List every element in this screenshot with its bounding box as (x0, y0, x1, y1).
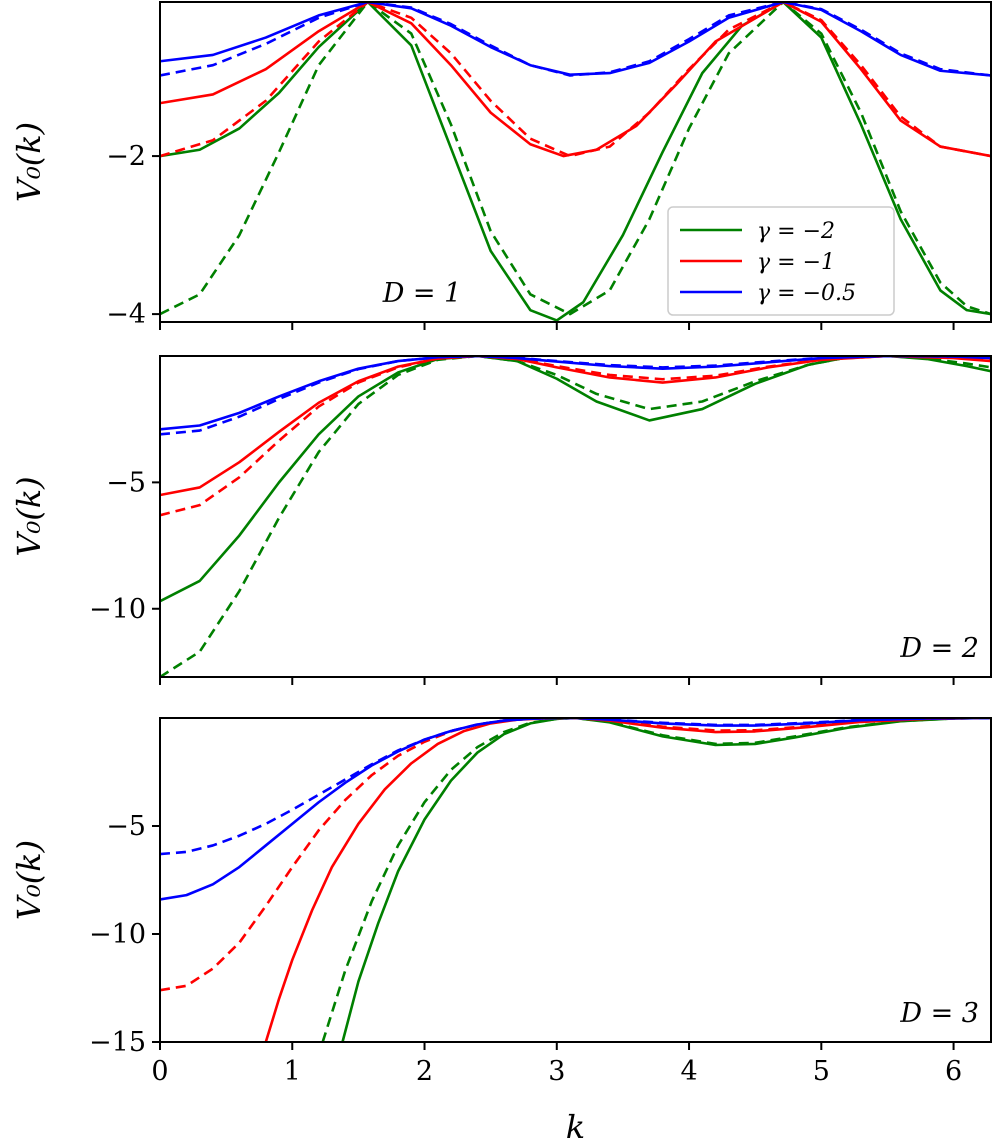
legend: γ = −2 γ = −1 γ = −0.5 (667, 206, 895, 316)
series-line-gamma-neg0.5-solid (160, 356, 991, 431)
series-line-gamma-neg2-solid (341, 718, 991, 1042)
panel-annotation: D = 1 (382, 278, 462, 309)
y-tick-label: −15 (89, 1027, 146, 1058)
series-line-gamma-neg1-dashed (160, 2, 991, 158)
y-tick-label: −5 (106, 467, 146, 498)
x-tick-label: 4 (680, 1056, 697, 1087)
panel-2: −10 −5 V₀(k) D = 2 (10, 355, 992, 685)
y-tick-label: −2 (106, 141, 146, 172)
y-axis-label: V₀(k) (10, 122, 48, 202)
plot-frame (159, 717, 992, 1043)
x-tick-label: 3 (548, 1056, 565, 1087)
legend-entry-label: γ = −0.5 (757, 281, 856, 306)
legend-box (667, 206, 895, 316)
panel-3: −15 −10 −5 0 1 2 3 4 5 6 V₀(k) k D = 3 (10, 717, 992, 1146)
legend-entry-label: γ = −2 (757, 219, 835, 244)
series-line-gamma-neg2-solid (160, 2, 991, 322)
legend-entry-label: γ = −1 (757, 250, 835, 275)
series-line-gamma-neg0.5-dashed (160, 2, 991, 77)
panel-1: −4 −2 V₀(k) D = 1 γ = −2 γ = −1 γ = −0.5 (10, 1, 992, 330)
x-tick-label: 6 (945, 1056, 962, 1087)
series-line-gamma-neg2-dashed (160, 356, 991, 677)
series-line-gamma-neg1-solid (264, 718, 991, 1042)
x-tick-label: 2 (416, 1056, 433, 1087)
y-axis-label: V₀(k) (10, 840, 48, 920)
x-tick-label: 1 (284, 1056, 301, 1087)
plot-frame (159, 355, 992, 678)
y-tick-label: −5 (106, 811, 146, 842)
y-tick-label: −10 (89, 594, 146, 625)
series-line-gamma-neg0.5-solid (160, 718, 991, 901)
x-tick-label: 5 (813, 1056, 830, 1087)
panel-annotation: D = 2 (899, 633, 979, 664)
y-tick-label: −4 (106, 299, 146, 330)
x-axis-label: k (566, 1108, 585, 1146)
series-line-gamma-neg2-solid (160, 356, 991, 603)
series-line-gamma-neg0.5-dashed (160, 718, 991, 856)
series-line-gamma-neg0.5-solid (160, 2, 991, 77)
plot-frame (159, 1, 992, 323)
series-line-gamma-neg0.5-dashed (160, 356, 991, 436)
x-tick-label: 0 (151, 1056, 168, 1087)
series-line-gamma-neg2-dashed (160, 2, 991, 316)
y-axis-label: V₀(k) (10, 476, 48, 556)
series-line-gamma-neg2-dashed (321, 718, 991, 1042)
panel-annotation: D = 3 (899, 998, 979, 1029)
series-line-gamma-neg1-dashed (160, 718, 991, 992)
series-line-gamma-neg1-dashed (160, 356, 991, 517)
y-tick-label: −10 (89, 919, 146, 950)
